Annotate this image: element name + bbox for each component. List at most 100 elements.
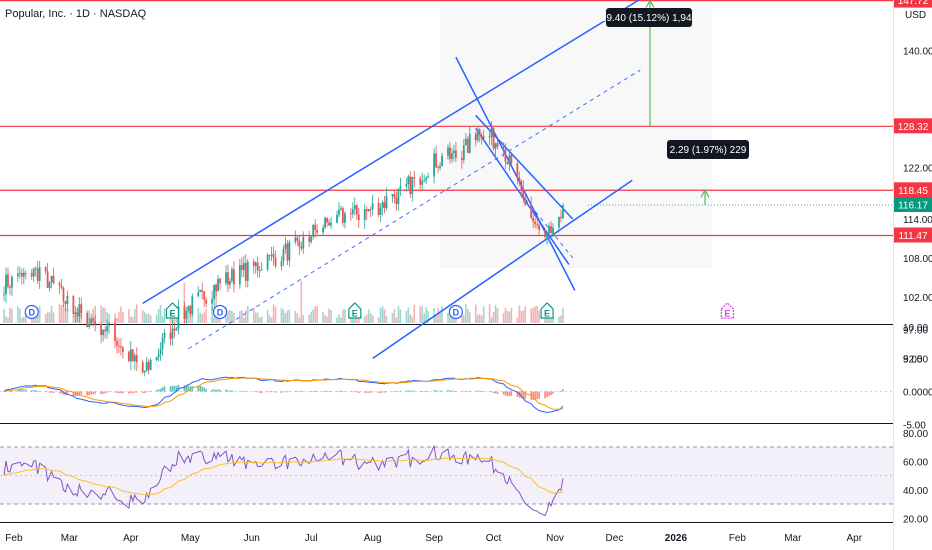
macd-histogram-bar (116, 391, 118, 393)
candle-body (371, 202, 374, 210)
macd-histogram-bar (239, 390, 241, 392)
volume-bar (383, 309, 386, 323)
macd-histogram-bar (50, 391, 53, 393)
falling-channel-outer (455, 56, 576, 291)
macd-histogram-bar (175, 385, 178, 392)
macd-histogram-bar (227, 390, 229, 392)
time-axis-tick: 2026 (665, 533, 688, 544)
macd-histogram-bar (171, 385, 174, 392)
volume-bar (266, 309, 269, 323)
macd-histogram-bar (423, 391, 425, 393)
time-axis-tick: Oct (486, 533, 502, 544)
macd-histogram-bar (260, 391, 263, 394)
candle-body (135, 355, 138, 363)
volume-bar (94, 305, 96, 323)
volume-bar (241, 310, 243, 323)
macd-histogram-bar (213, 389, 215, 392)
candle-body (462, 145, 465, 160)
candle-body (280, 261, 283, 267)
earnings-marker-letter: E (724, 309, 730, 319)
measure-label-lower[interactable]: 2.29 (1.97%) 229 (667, 140, 749, 159)
macd-histogram-bar (365, 391, 368, 393)
volume-bar (518, 305, 521, 323)
macd-histogram-bar (157, 389, 160, 392)
volume-bar (468, 312, 471, 323)
candle-body (92, 318, 95, 322)
candle-body (66, 295, 69, 305)
volume-bar (243, 317, 245, 323)
horizontal-levels[interactable] (0, 0, 893, 237)
macd-histogram-bar (286, 391, 289, 393)
candle-body (238, 265, 241, 285)
time-axis[interactable]: Feb Mar Apr May Jun Jul Aug Sep Oct Nov Dec 2026 Feb… (5, 533, 862, 544)
volume-bar (342, 309, 344, 323)
projection-shade (440, 8, 712, 268)
trend-channels[interactable] (142, 0, 662, 360)
price-label-badge (894, 118, 932, 134)
volume-bar (141, 310, 144, 323)
candle-body (145, 362, 148, 371)
candle-body (256, 262, 259, 271)
earnings-marker (165, 302, 180, 319)
macd-pane[interactable] (3, 376, 564, 413)
macd-histogram-bar (413, 390, 416, 392)
macd-histogram-bar (130, 391, 132, 393)
macd-histogram-bar (169, 386, 172, 392)
volume-bar (510, 307, 513, 323)
macd-histogram-bar (155, 390, 158, 392)
macd-histogram-bar (147, 391, 150, 393)
rsi-axis: 80.00 60.00 40.00 20.00 (903, 429, 928, 526)
volume-bar (435, 315, 437, 323)
macd-histogram-bar (280, 391, 283, 393)
candle-body (108, 322, 110, 326)
macd-histogram-bar (243, 390, 245, 392)
candle-body (3, 294, 5, 296)
macd-histogram-bar (30, 390, 33, 392)
symbol-label[interactable]: Popular, Inc. · 1D · NASDAQ (5, 8, 147, 20)
candle-body (336, 214, 338, 223)
macd-histogram-bar (421, 391, 424, 392)
candle-body (244, 263, 247, 281)
macd-histogram-bar (78, 391, 81, 396)
volume-bar (385, 316, 388, 323)
candle-body (355, 205, 358, 215)
macd-histogram-bar (215, 389, 217, 392)
candle-body (385, 196, 388, 208)
volume-bar (52, 312, 55, 323)
volume-bar (522, 310, 525, 323)
candle-body (30, 273, 33, 277)
macd-histogram-bar (296, 390, 299, 392)
volume-bar (280, 307, 283, 323)
volume-bar (425, 307, 427, 323)
macd-histogram-bar (453, 390, 455, 392)
volume-bar (173, 315, 176, 323)
candle-body (127, 351, 130, 362)
volume-bar (106, 312, 108, 323)
volume-bar (132, 317, 134, 323)
candle-body (357, 214, 360, 221)
rsi-pane[interactable] (3, 444, 564, 517)
candle-body (254, 262, 257, 266)
candle-body (118, 345, 120, 347)
candle-body (324, 217, 326, 228)
macd-histogram-bar (482, 391, 485, 393)
currency-label[interactable]: USD (905, 10, 926, 21)
macd-histogram-bar (344, 391, 346, 393)
macd-histogram-bar (25, 389, 27, 392)
candle-body (258, 270, 261, 272)
volume-bar (3, 309, 5, 323)
macd-histogram-bar (21, 389, 23, 392)
macd-histogram-bar (433, 390, 435, 392)
time-axis-tick: Apr (846, 533, 862, 544)
measure-label-upper[interactable]: 19.40 (15.12%) 1,940 (601, 8, 698, 27)
macd-histogram-bar (552, 391, 554, 394)
macd-histogram-bar (191, 385, 194, 392)
price-axis-tick: 92.50 (903, 354, 928, 365)
volume-bar (205, 309, 207, 323)
macd-histogram-bar (114, 391, 116, 393)
volume-bar (480, 315, 483, 323)
macd-histogram-bar (203, 387, 205, 392)
macd-histogram-bar (425, 391, 427, 393)
